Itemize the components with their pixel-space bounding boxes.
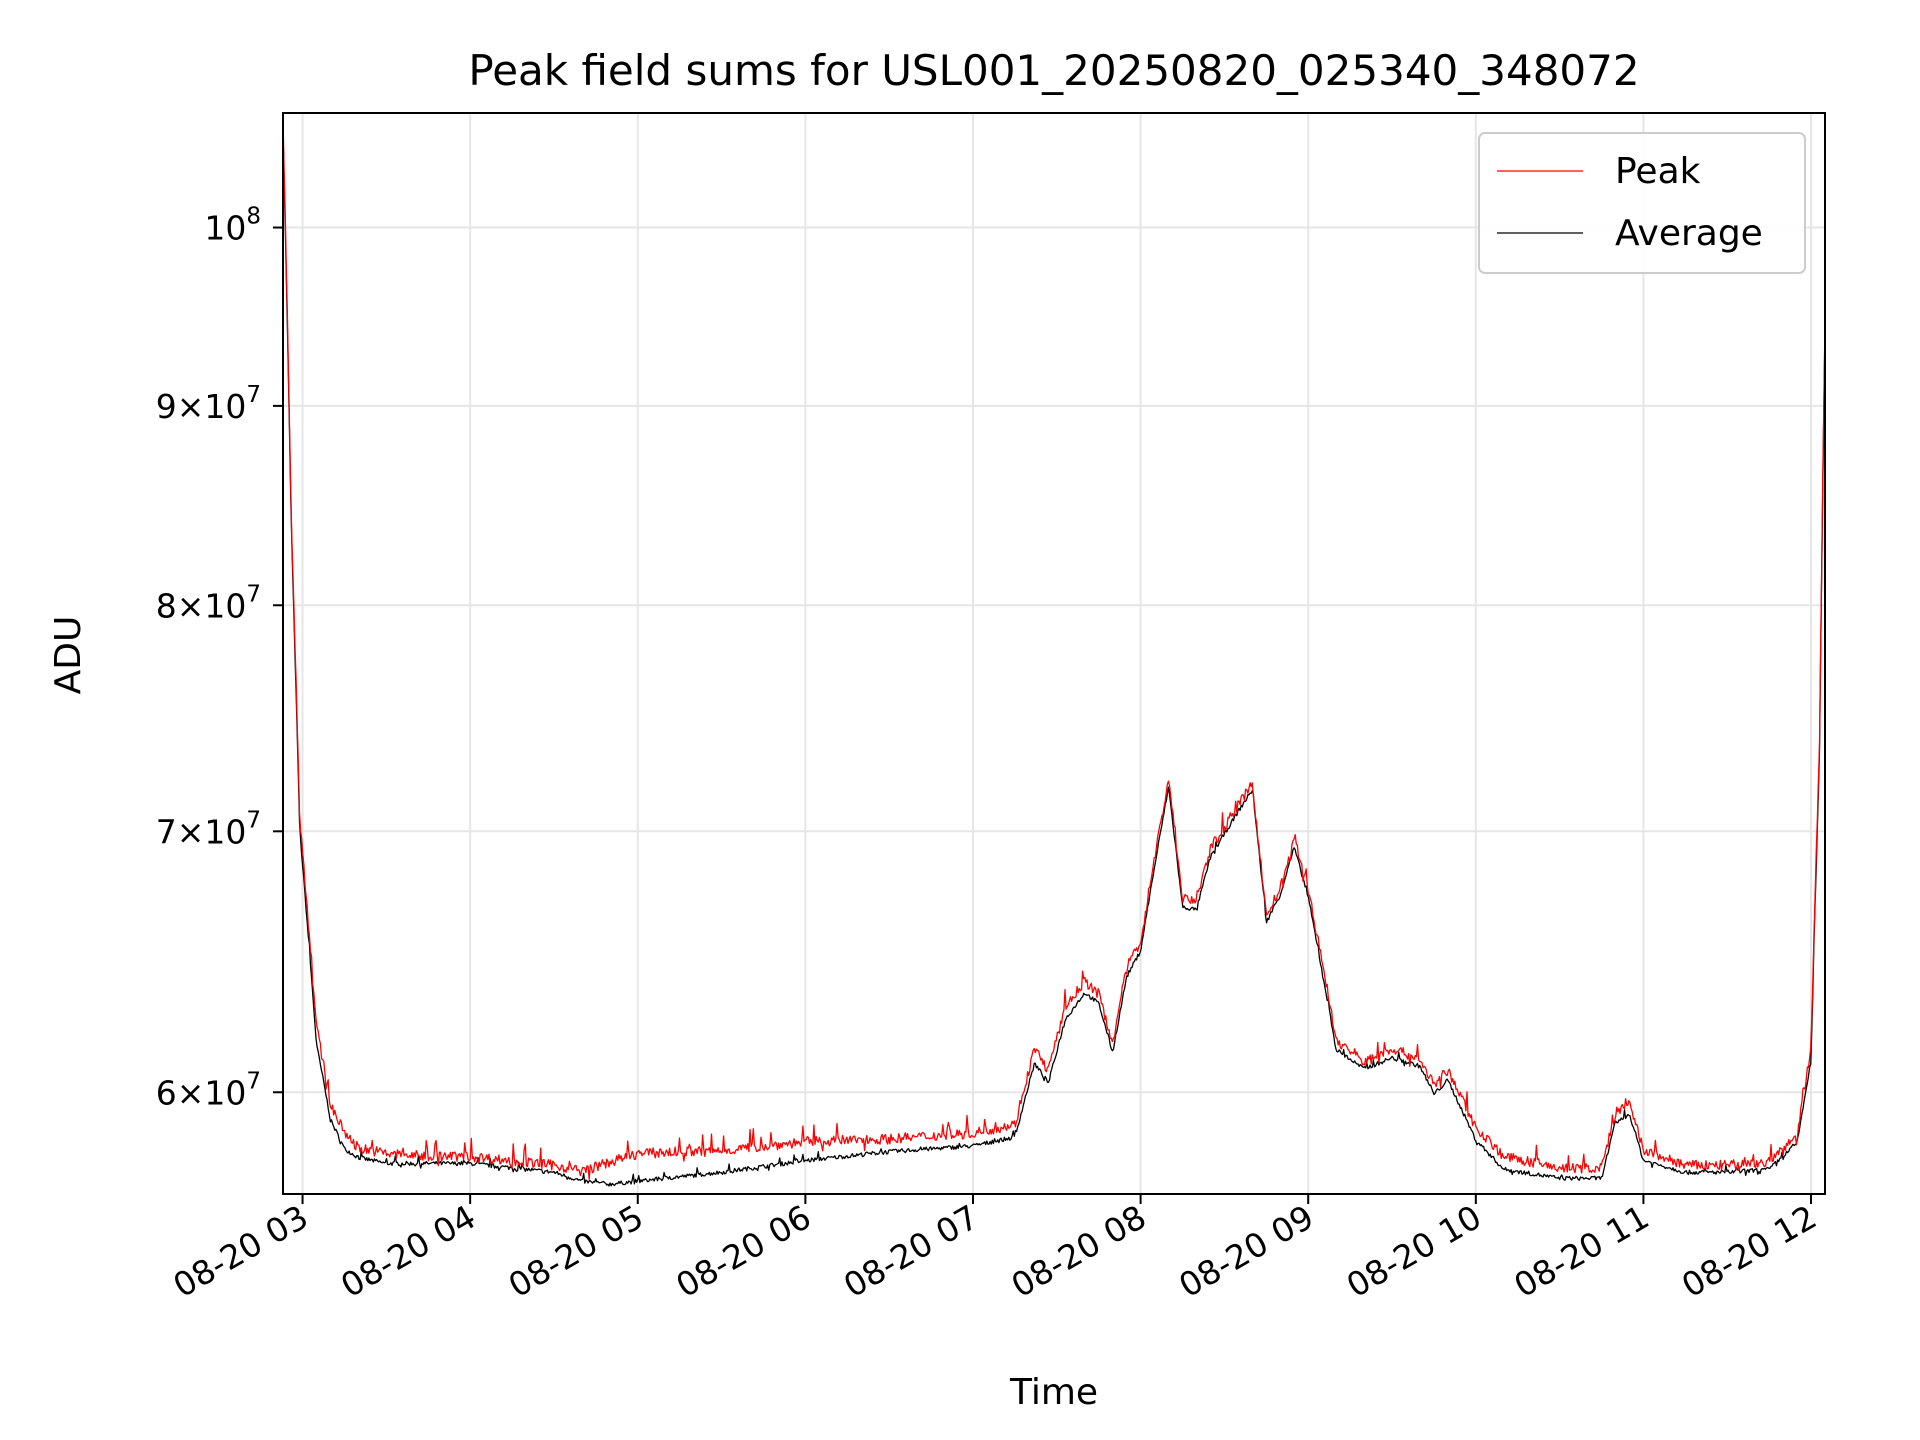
x-axis-title: Time [1009, 1372, 1098, 1413]
y-tick-label: 108 [204, 204, 261, 248]
legend: Peak Average [1478, 132, 1806, 274]
plot-frame [282, 112, 1826, 1195]
y-axis-title: ADU [48, 616, 89, 695]
series-layer [282, 118, 1826, 1187]
legend-label-average: Average [1615, 213, 1763, 254]
y-tick-label: 6×107 [156, 1068, 261, 1112]
y-tick-label: 8×107 [156, 581, 261, 625]
grid [283, 113, 1825, 1194]
y-tick-label: 9×107 [156, 382, 261, 426]
series-line-peak [282, 118, 1826, 1180]
y-axis: 6×107 7×107 8×107 9×107 108 [156, 204, 283, 1112]
legend-box [1478, 132, 1806, 274]
series-line-average [282, 130, 1826, 1187]
chart-title: Peak field sums for USL001_20250820_0253… [468, 46, 1639, 95]
legend-label-peak: Peak [1615, 151, 1701, 192]
y-tick-label: 7×107 [156, 807, 261, 851]
